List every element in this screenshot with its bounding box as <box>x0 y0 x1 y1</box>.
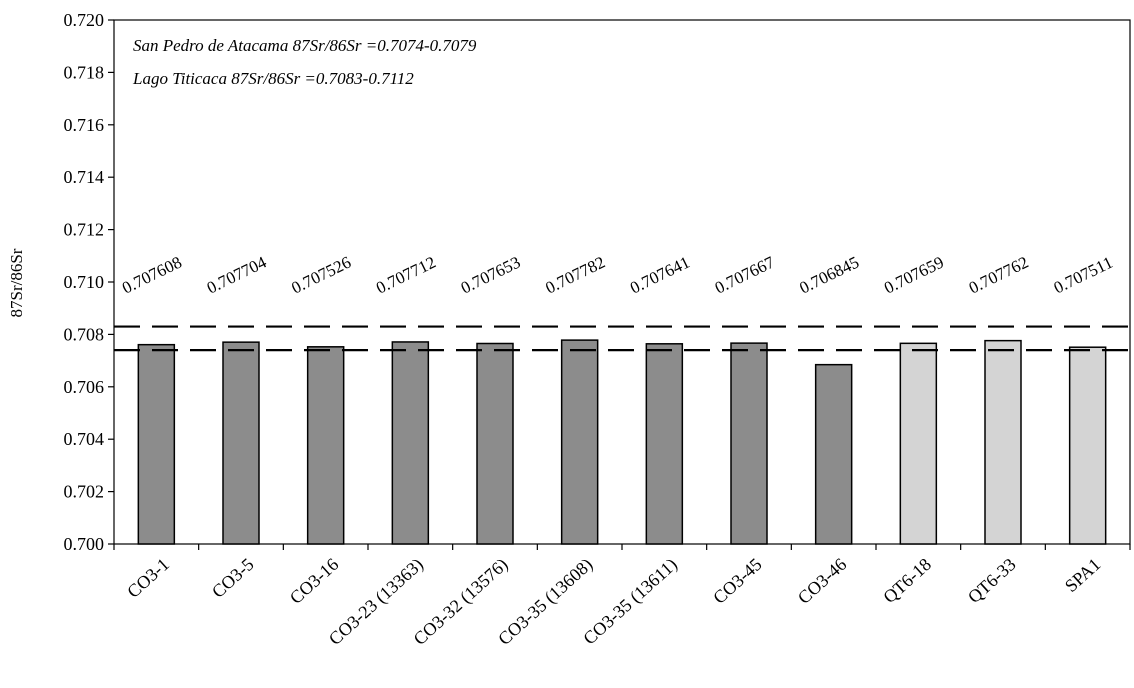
bar <box>814 363 853 545</box>
bar-value-label: 0.707712 <box>373 253 439 298</box>
bar <box>222 341 260 545</box>
y-tick-label: 0.720 <box>64 10 105 30</box>
bar-value-label: 0.707653 <box>458 253 524 298</box>
bar <box>899 342 938 545</box>
bar-value-label: 0.707667 <box>712 252 778 297</box>
bar-value-label: 0.706845 <box>796 253 862 298</box>
category-label: CO3-45 <box>709 554 765 608</box>
y-tick-label: 0.706 <box>64 377 105 397</box>
y-axis-label: 87Sr/86Sr <box>7 248 26 317</box>
bar-value-label: 0.707608 <box>119 253 185 298</box>
category-label: CO3-16 <box>286 554 342 608</box>
y-tick-label: 0.708 <box>64 324 105 344</box>
category-label: QT6-18 <box>879 554 935 607</box>
bar <box>645 343 684 545</box>
y-tick-label: 0.702 <box>64 482 105 502</box>
category-label: CO3-1 <box>123 554 173 602</box>
y-tick-label: 0.716 <box>64 115 105 135</box>
bar-value-label: 0.707526 <box>288 253 354 298</box>
bar <box>984 339 1022 545</box>
y-tick-label: 0.704 <box>64 429 105 449</box>
bar-value-label: 0.707641 <box>627 253 693 298</box>
y-tick-label: 0.714 <box>64 167 105 187</box>
bar-value-label: 0.707659 <box>881 253 947 298</box>
bar <box>1068 346 1107 545</box>
annotation-san-pedro: San Pedro de Atacama 87Sr/86Sr =0.7074-0… <box>133 36 477 55</box>
bar-value-label: 0.707762 <box>966 253 1032 298</box>
bar <box>560 339 599 545</box>
bar <box>137 343 176 545</box>
bar <box>730 342 768 545</box>
y-tick-label: 0.710 <box>64 272 105 292</box>
y-tick-label: 0.718 <box>64 62 105 82</box>
bar <box>391 341 430 545</box>
category-label: CO3-46 <box>794 554 850 608</box>
bar <box>476 342 514 545</box>
category-label: SPA1 <box>1061 554 1104 596</box>
y-tick-label: 0.700 <box>64 534 105 554</box>
bar-value-label: 0.707511 <box>1051 253 1116 298</box>
bar-value-label: 0.707782 <box>542 253 608 298</box>
category-label: QT6-33 <box>964 554 1020 607</box>
category-label: CO3-5 <box>208 554 258 602</box>
y-tick-label: 0.712 <box>64 220 105 240</box>
bar <box>306 346 345 545</box>
annotation-lago-titicaca: Lago Titicaca 87Sr/86Sr =0.7083-0.7112 <box>132 69 414 88</box>
bar-value-label: 0.707704 <box>204 252 270 297</box>
